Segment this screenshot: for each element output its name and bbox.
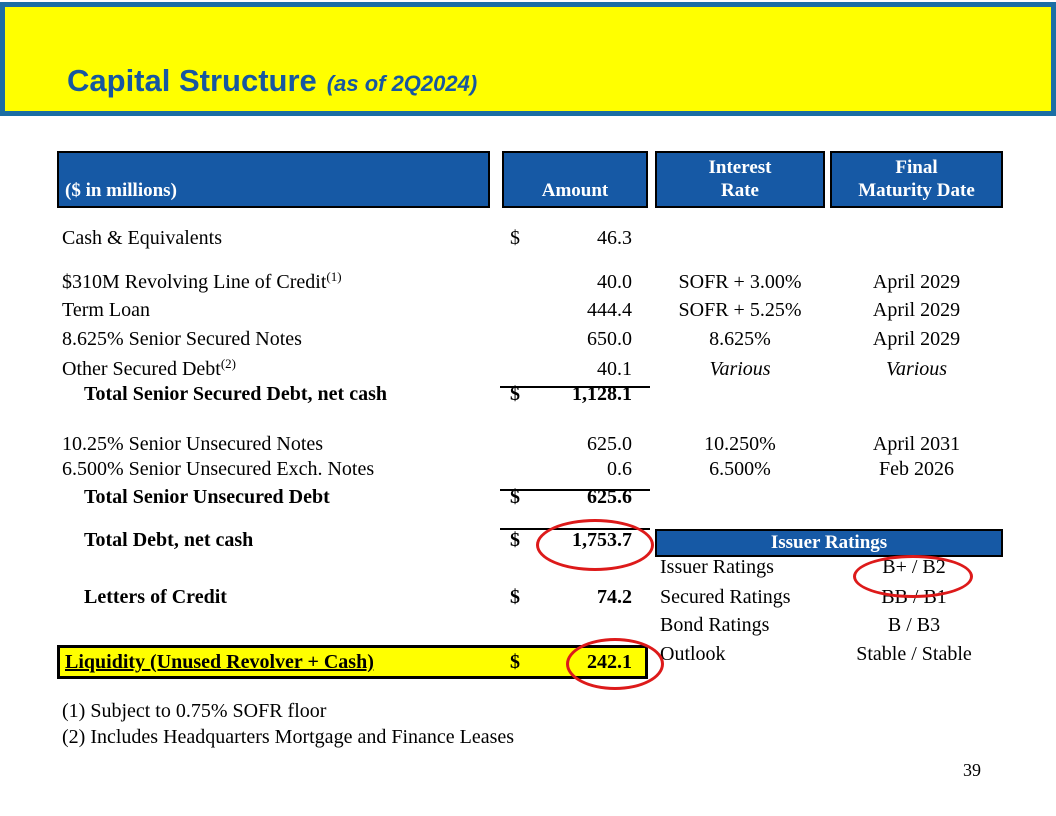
sum-rule (500, 386, 650, 388)
column-header-units: ($ in millions) (57, 151, 490, 208)
maturity-date: April 2029 (872, 271, 961, 293)
maturity-date: April 2031 (872, 433, 961, 455)
issuer-ratings-title: Issuer Ratings (770, 532, 888, 553)
footnote-2: (2) Includes Headquarters Mortgage and F… (62, 726, 515, 748)
interest-header-line2: Rate (721, 180, 759, 202)
row-label: Total Debt, net cash (84, 529, 254, 551)
footnote-marker: (1) (326, 269, 342, 284)
table-row-other-secured: Other Secured Debt(2) 40.1 Various Vario… (0, 355, 1056, 383)
dollar-sign: $ (510, 651, 520, 673)
row-label: Total Senior Secured Debt, net cash (84, 383, 387, 405)
ratings-label: Issuer Ratings (660, 556, 774, 578)
sum-rule (500, 489, 650, 491)
footnote-1: (1) Subject to 0.75% SOFR floor (62, 700, 327, 722)
page-title: Capital Structure (67, 63, 317, 98)
row-label: Other Secured Debt(2) (62, 356, 236, 380)
ratings-row-bond: Bond Ratings B / B3 (0, 611, 1056, 639)
amount-value: 0.6 (607, 458, 632, 480)
interest-header-line1: Interest (708, 156, 772, 178)
row-label: 8.625% Senior Secured Notes (62, 328, 302, 350)
amount-value: 625.0 (587, 433, 632, 455)
interest-rate: 6.500% (709, 458, 771, 480)
amount-value: 46.3 (597, 227, 632, 249)
table-row-cash: Cash & Equivalents $ 46.3 (0, 224, 1056, 252)
ratings-label: Outlook (660, 643, 726, 665)
table-row-unsecured-notes: 10.25% Senior Unsecured Notes 625.0 10.2… (0, 430, 1056, 458)
page-number: 39 (963, 760, 981, 780)
table-row-total-unsecured: Total Senior Unsecured Debt $ 625.6 (0, 483, 1056, 511)
row-label: Letters of Credit (84, 586, 227, 608)
title-group: Capital Structure (as of 2Q2024) (67, 63, 477, 99)
amount-value: 444.4 (587, 299, 632, 321)
liquidity-box: Liquidity (Unused Revolver + Cash) $ 242… (57, 645, 648, 679)
maturity-date: April 2029 (872, 299, 961, 321)
ratings-value: B / B3 (887, 614, 941, 636)
dollar-sign: $ (510, 586, 520, 608)
highlight-circle-issuer-rating (853, 555, 973, 598)
highlight-circle-liquidity (566, 638, 664, 690)
maturity-date: April 2029 (872, 328, 961, 350)
row-label: Total Senior Unsecured Debt (84, 486, 330, 508)
column-header-amount: Amount (502, 151, 648, 208)
interest-rate: 8.625% (709, 328, 771, 350)
row-label: Cash & Equivalents (62, 227, 222, 249)
amount-value: 74.2 (597, 586, 632, 608)
amount-value: 40.0 (597, 271, 632, 293)
footnote-marker: (2) (220, 356, 236, 371)
highlight-circle-total-debt (536, 519, 654, 571)
liquidity-label: Liquidity (Unused Revolver + Cash) (65, 651, 374, 673)
column-header-maturity: Final Maturity Date (830, 151, 1003, 208)
page-subtitle: (as of 2Q2024) (326, 71, 478, 96)
row-label: 6.500% Senior Unsecured Exch. Notes (62, 458, 375, 480)
maturity-date: Various (885, 358, 948, 380)
title-banner: Capital Structure (as of 2Q2024) (0, 2, 1056, 116)
amount-value: 40.1 (597, 358, 632, 380)
dollar-sign: $ (510, 227, 520, 249)
row-label: 10.25% Senior Unsecured Notes (62, 433, 324, 455)
maturity-date: Feb 2026 (879, 458, 954, 480)
ratings-label: Bond Ratings (660, 614, 770, 636)
column-header-interest-rate: Interest Rate (655, 151, 825, 208)
interest-rate: SOFR + 5.25% (678, 299, 802, 321)
dollar-sign: $ (510, 486, 520, 508)
table-row-total-secured: Total Senior Secured Debt, net cash $ 1,… (0, 380, 1056, 408)
dollar-sign: $ (510, 529, 520, 551)
ratings-label: Secured Ratings (660, 586, 791, 608)
interest-rate: SOFR + 3.00% (678, 271, 802, 293)
ratings-row-outlook: Outlook Stable / Stable (0, 640, 1056, 668)
table-row-revolver: $310M Revolving Line of Credit(1) 40.0 S… (0, 268, 1056, 296)
interest-rate: 10.250% (704, 433, 776, 455)
units-label: ($ in millions) (65, 180, 177, 202)
amount-value: 1,128.1 (572, 383, 632, 405)
maturity-header-line2: Maturity Date (858, 180, 975, 202)
row-label: $310M Revolving Line of Credit(1) (62, 269, 342, 293)
amount-value: 625.6 (587, 486, 632, 508)
amount-header-label: Amount (541, 180, 609, 202)
issuer-ratings-header: Issuer Ratings (655, 529, 1003, 557)
ratings-value: Stable / Stable (856, 643, 972, 665)
row-label: Term Loan (62, 299, 151, 321)
interest-rate: Various (709, 358, 771, 380)
maturity-header-line1: Final (895, 156, 938, 178)
dollar-sign: $ (510, 383, 520, 405)
table-row-term-loan: Term Loan 444.4 SOFR + 5.25% April 2029 (0, 296, 1056, 324)
table-row-letters-of-credit: Letters of Credit $ 74.2 (0, 583, 1056, 611)
table-row-exch-notes: 6.500% Senior Unsecured Exch. Notes 0.6 … (0, 455, 1056, 483)
amount-value: 650.0 (587, 328, 632, 350)
table-row-secured-notes: 8.625% Senior Secured Notes 650.0 8.625%… (0, 325, 1056, 353)
